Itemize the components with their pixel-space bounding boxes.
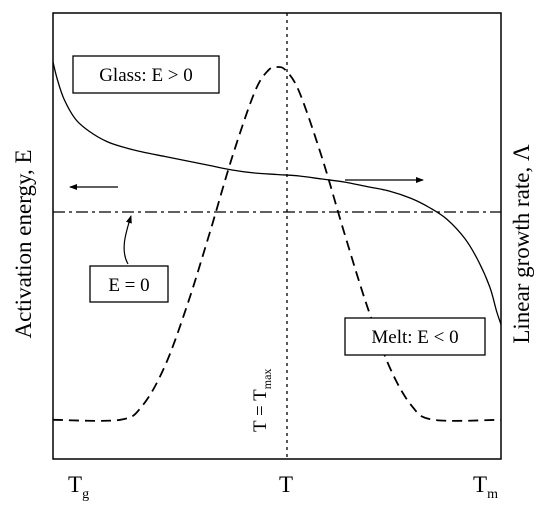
growth-rate-curve (52, 66, 502, 422)
zero-pointer-arrow (123, 215, 132, 265)
x-tick-t: T (279, 472, 293, 497)
tmax-label: T = Tmax (250, 369, 274, 432)
plot-frame (52, 12, 502, 460)
zero-label-box (89, 265, 169, 303)
zero-label: E = 0 (108, 275, 149, 296)
x-tick-tm: Tm (473, 472, 498, 502)
x-tick-labels: Tg T Tm (68, 472, 498, 502)
y-axis-left-title: Activation energy, E (11, 149, 36, 338)
melt-label: Melt: E < 0 (371, 327, 458, 348)
glass-label: Glass: E > 0 (99, 65, 193, 86)
glass-label-box (72, 55, 220, 94)
y-axis-right-title: Linear growth rate, Λ (509, 144, 534, 344)
melt-label-box (344, 317, 486, 356)
x-tick-tg: Tg (68, 472, 89, 502)
activation-energy-curve (52, 61, 502, 325)
